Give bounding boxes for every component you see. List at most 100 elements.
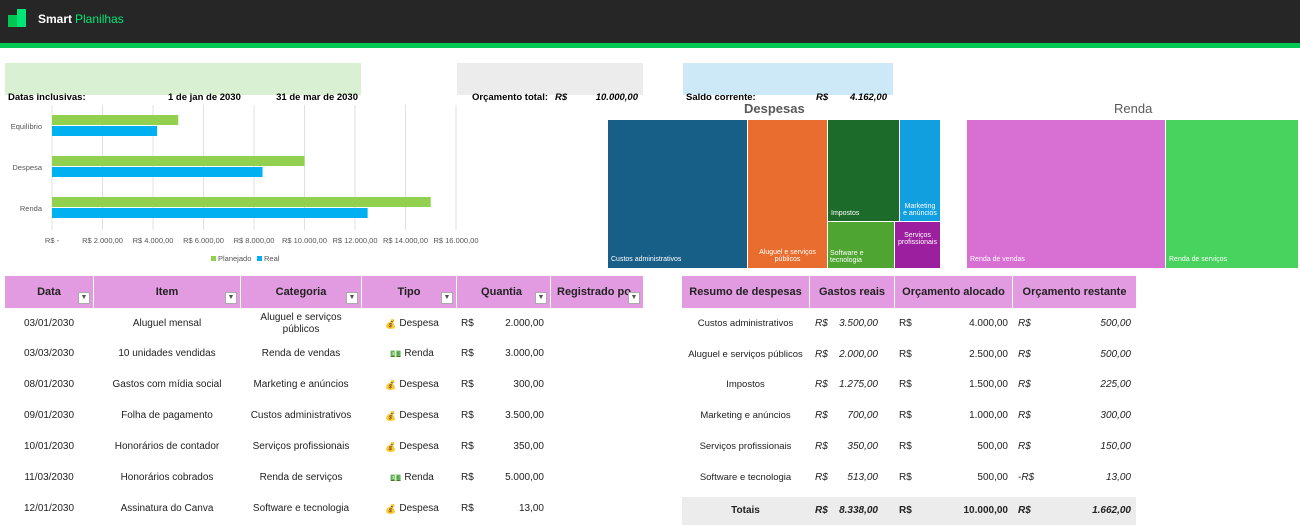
cell-item[interactable]: Folha de pagamento bbox=[121, 410, 213, 421]
filter-dropdown-icon[interactable]: ▼ bbox=[346, 292, 358, 304]
type-label: Despesa bbox=[399, 379, 439, 390]
x-tick-label: R$ 4.000,00 bbox=[133, 236, 174, 245]
cash-icon: 💵 bbox=[390, 473, 402, 483]
cell-type[interactable]: 💰 Despesa bbox=[372, 494, 452, 524]
legend-label: Real bbox=[264, 254, 280, 263]
col-header-amount[interactable]: Quantia ▼ bbox=[457, 276, 550, 308]
summary-header-name: Resumo de despesas bbox=[682, 276, 809, 308]
summary-currency: R$ bbox=[815, 441, 828, 452]
cell-date[interactable]: 10/01/2030 bbox=[23, 441, 75, 452]
col-header-date[interactable]: Data ▼ bbox=[5, 276, 93, 308]
cell-item[interactable]: Gastos com mídia social bbox=[112, 379, 222, 390]
cell-amount[interactable]: 13,00 bbox=[518, 503, 544, 514]
cell-date[interactable]: 09/01/2030 bbox=[23, 410, 75, 421]
cell-date[interactable]: 11/03/2030 bbox=[24, 472, 74, 483]
summary-currency: R$ bbox=[899, 318, 912, 329]
filter-dropdown-icon[interactable]: ▼ bbox=[535, 292, 547, 304]
cell-type[interactable]: 💰 Despesa bbox=[372, 309, 452, 339]
cell-type[interactable]: 💵 Renda bbox=[372, 463, 452, 493]
cell-item[interactable]: Honorários cobrados bbox=[120, 472, 214, 483]
bar-planejado bbox=[52, 156, 305, 166]
cell-category[interactable]: Renda de serviços bbox=[259, 472, 343, 483]
cell-category[interactable]: Software e tecnologia bbox=[252, 503, 350, 514]
cell-amount[interactable]: 350,00 bbox=[513, 441, 544, 452]
dates-box: Datas inclusivas: 1 de jan de 2030 31 de… bbox=[5, 63, 361, 103]
cell-date[interactable]: 12/01/2030 bbox=[23, 503, 75, 514]
cell-date[interactable]: 03/01/2030 bbox=[23, 318, 75, 329]
end-date[interactable]: 31 de mar de 2030 bbox=[276, 92, 358, 103]
cell-amount[interactable]: 3.500,00 bbox=[505, 410, 544, 421]
x-tick-label: R$ 12.000,00 bbox=[332, 236, 377, 245]
cell-item[interactable]: Assinatura do Canva bbox=[120, 503, 214, 514]
cell-date[interactable]: 08/01/2030 bbox=[23, 379, 75, 390]
bar-chart-svg: R$ - R$ 2.000,00 R$ 4.000,00 R$ 6.000,00 R$ … bbox=[11, 105, 479, 263]
summary-remaining: 150,00 bbox=[1100, 441, 1131, 452]
expenses-treemap-title: Despesas bbox=[744, 101, 805, 116]
top-bar-divider bbox=[0, 43, 1300, 48]
income-treemap-title: Renda bbox=[1114, 101, 1153, 116]
summary-currency: R$ bbox=[1018, 318, 1031, 329]
cell-category[interactable]: Custos administrativos bbox=[250, 410, 352, 421]
summary-currency: R$ bbox=[1018, 410, 1031, 421]
treemap-cell-service-income: Renda de serviços bbox=[1166, 120, 1298, 268]
summary-currency: R$ bbox=[815, 410, 828, 421]
col-header-type[interactable]: Tipo ▼ bbox=[362, 276, 456, 308]
money-bag-icon: 💰 bbox=[385, 319, 397, 329]
treemap-cell-rent: Aluguel e serviços públicos bbox=[748, 120, 827, 268]
budget-label: Orçamento total: bbox=[472, 92, 549, 103]
cell-type[interactable]: 💵 Renda bbox=[372, 339, 452, 369]
col-header-category[interactable]: Categoria ▼ bbox=[241, 276, 361, 308]
bar-real bbox=[52, 167, 263, 177]
filter-dropdown-icon[interactable]: ▼ bbox=[628, 292, 640, 304]
cell-item[interactable]: Honorários de contador bbox=[114, 441, 220, 452]
bar-planejado bbox=[52, 115, 179, 125]
cell-amount[interactable]: 3.000,00 bbox=[505, 348, 544, 359]
treemap-cell-services: Serviços profissionais bbox=[895, 222, 940, 268]
bar-planejado bbox=[52, 197, 431, 207]
cell-date[interactable]: 03/03/2030 bbox=[23, 348, 75, 359]
summary-totals-row bbox=[682, 497, 1136, 525]
cell-category[interactable]: Renda de vendas bbox=[261, 348, 341, 359]
summary-allocated: 1.000,00 bbox=[969, 410, 1008, 421]
top-bar: Smart Planilhas bbox=[0, 0, 1300, 43]
cell-currency: R$ bbox=[461, 379, 474, 390]
cell-type[interactable]: 💰 Despesa bbox=[372, 432, 452, 462]
summary-category: Totais bbox=[731, 505, 760, 516]
filter-dropdown-icon[interactable]: ▼ bbox=[78, 292, 90, 304]
start-date[interactable]: 1 de jan de 2030 bbox=[168, 92, 241, 103]
x-tick-label: R$ 14.000,00 bbox=[383, 236, 428, 245]
cell-type[interactable]: 💰 Despesa bbox=[372, 401, 452, 431]
summary-allocated: 2.500,00 bbox=[969, 349, 1008, 360]
col-header-registered-by[interactable]: Registrado po ▼ bbox=[551, 276, 643, 308]
summary-category: Marketing e anúncios bbox=[700, 410, 791, 421]
cell-type[interactable]: 💰 Despesa bbox=[372, 370, 452, 400]
summary-currency: R$ bbox=[815, 505, 828, 516]
x-tick-label: R$ 8.000,00 bbox=[234, 236, 275, 245]
dates-label: Datas inclusivas: bbox=[8, 92, 86, 103]
summary-currency: R$ bbox=[815, 472, 828, 483]
col-header-item[interactable]: Item ▼ bbox=[94, 276, 240, 308]
summary-remaining: 13,00 bbox=[1105, 472, 1131, 483]
type-label: Renda bbox=[404, 348, 434, 359]
filter-dropdown-icon[interactable]: ▼ bbox=[441, 292, 453, 304]
balance-currency: R$ bbox=[816, 92, 829, 103]
cell-item[interactable]: Aluguel mensal bbox=[132, 318, 202, 329]
summary-actual: 513,00 bbox=[847, 472, 878, 483]
type-label: Despesa bbox=[399, 503, 439, 514]
brand-name: Smart Planilhas bbox=[38, 12, 124, 26]
cell-item[interactable]: 10 unidades vendidas bbox=[118, 348, 216, 359]
summary-category: Custos administrativos bbox=[697, 318, 794, 329]
x-tick-label: R$ 16.000,00 bbox=[433, 236, 478, 245]
cell-category[interactable]: Marketing e anúncios bbox=[253, 379, 349, 390]
cell-category[interactable]: Serviços profissionais bbox=[252, 441, 350, 452]
cell-category[interactable]: Aluguel e serviços públicos bbox=[260, 312, 342, 335]
cell-amount[interactable]: 2.000,00 bbox=[505, 318, 544, 329]
legend-label: Planejado bbox=[218, 254, 251, 263]
budget-value[interactable]: 10.000,00 bbox=[595, 92, 638, 103]
cell-currency: R$ bbox=[461, 318, 474, 329]
filter-dropdown-icon[interactable]: ▼ bbox=[225, 292, 237, 304]
summary-currency: R$ bbox=[899, 472, 912, 483]
cell-amount[interactable]: 300,00 bbox=[513, 379, 544, 390]
cell-amount[interactable]: 5.000,00 bbox=[505, 472, 544, 483]
summary-remaining: 500,00 bbox=[1100, 349, 1131, 360]
